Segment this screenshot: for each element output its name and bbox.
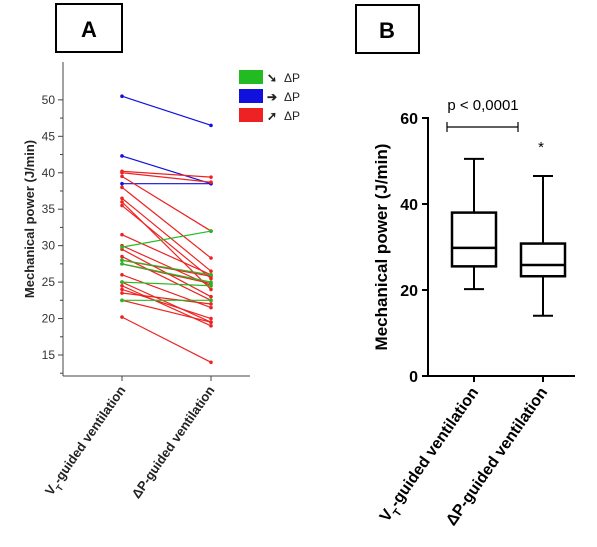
patient-line [121, 95, 212, 126]
patient-line [121, 234, 212, 276]
x-category-label-vt-rest: -guided ventilation [50, 383, 129, 486]
legend: ➘ ΔP ➔ ΔP ➚ ΔP [239, 70, 300, 123]
x-category-label-dp: ΔP-guided ventilation [129, 383, 218, 501]
patient-line [121, 197, 212, 272]
legend-label: ΔP [284, 90, 300, 104]
patient-line [121, 201, 212, 290]
y-tick-label: 45 [42, 129, 56, 143]
point-vt [120, 283, 124, 288]
legend-swatch [239, 70, 263, 84]
patient-line [121, 186, 212, 259]
point-vt [120, 185, 124, 190]
patient-line [121, 205, 212, 279]
legend-arrow-icon: ➔ [267, 90, 277, 104]
y-tick-label: 30 [42, 239, 56, 253]
p-value-annotation: p < 0,0001 [447, 97, 518, 114]
point-vt [120, 258, 124, 263]
y-tick-label: 15 [42, 348, 56, 362]
point-dp [209, 287, 213, 292]
legend-arrow-icon: ➘ [267, 71, 277, 85]
point-vt [120, 291, 124, 295]
x-category-label-vt-sub: T [54, 483, 66, 494]
box-iqr [450, 211, 498, 268]
y-axis-title: Mechanical power (J/min) [372, 144, 391, 351]
point-vt [120, 280, 124, 284]
point-dp [209, 360, 213, 365]
point-vt [120, 232, 124, 237]
patient-line [121, 172, 212, 183]
patient-line [121, 281, 212, 287]
point-vt [120, 181, 124, 186]
point-vt [120, 315, 124, 319]
patient-line [121, 263, 212, 283]
x-category-label-vt: VT-guided ventilation [42, 383, 132, 500]
point-dp [209, 294, 213, 299]
panel-a-chart: 15 20 25 30 35 40 45 50 Mechanical power (J/min)… [22, 62, 300, 501]
point-dp [209, 123, 213, 128]
panel-a-label-box: A [55, 3, 123, 53]
legend-label: ΔP [284, 71, 300, 85]
point-dp [209, 316, 213, 321]
patient-line [121, 256, 212, 301]
point-dp [209, 305, 213, 310]
patient-line [121, 175, 212, 232]
point-dp [209, 283, 213, 288]
point-vt [120, 154, 124, 158]
patient-line [121, 299, 212, 323]
point-vt [120, 273, 124, 277]
point-dp [209, 302, 213, 306]
panel-b-letter: B [379, 18, 395, 43]
point-vt [120, 245, 124, 249]
point-vt [120, 174, 124, 179]
point-dp [209, 229, 213, 233]
y-tick-label: 40 [400, 197, 418, 214]
y-tick-label: 35 [42, 202, 56, 216]
point-vt [120, 287, 124, 292]
y-tick-label: 25 [42, 275, 56, 289]
patient-line [121, 292, 212, 305]
patient-line [121, 230, 212, 248]
legend-arrow-icon: ➚ [267, 109, 277, 123]
legend-swatch [239, 108, 263, 122]
point-vt [120, 170, 124, 175]
panel-b-label-box: B [355, 4, 420, 54]
point-dp [209, 298, 213, 303]
point-vt [120, 298, 124, 303]
patient-line [121, 288, 212, 320]
point-vt [120, 94, 124, 99]
point-dp [209, 273, 213, 277]
legend-label: ΔP [284, 109, 300, 123]
point-dp [209, 324, 213, 328]
box-iqr [519, 242, 567, 278]
y-tick-label: 60 [400, 111, 418, 128]
y-tick-label: 0 [409, 369, 418, 386]
patient-line [121, 281, 212, 323]
point-dp [209, 180, 213, 185]
y-tick-label: 20 [42, 312, 56, 326]
patient-line [121, 155, 212, 185]
point-dp [209, 269, 213, 273]
point-dp [209, 175, 213, 179]
panel-a-letter: A [81, 17, 97, 42]
point-vt [120, 254, 124, 259]
point-vt [120, 203, 124, 208]
point-dp [209, 320, 213, 324]
y-tick-label: 50 [42, 93, 56, 107]
point-vt [120, 200, 124, 204]
point-vt [120, 262, 124, 266]
y-tick-label: 20 [400, 283, 418, 300]
y-tick-label: 40 [42, 166, 56, 180]
point-dp [209, 256, 213, 260]
patient-line [121, 316, 212, 363]
patient-line [121, 259, 212, 276]
point-vt [120, 196, 124, 201]
patient-line [121, 170, 212, 178]
significance-star: * [538, 139, 544, 156]
legend-swatch [239, 89, 263, 103]
y-axis-title: Mechanical power (J/min) [22, 140, 37, 298]
point-dp [209, 280, 213, 284]
